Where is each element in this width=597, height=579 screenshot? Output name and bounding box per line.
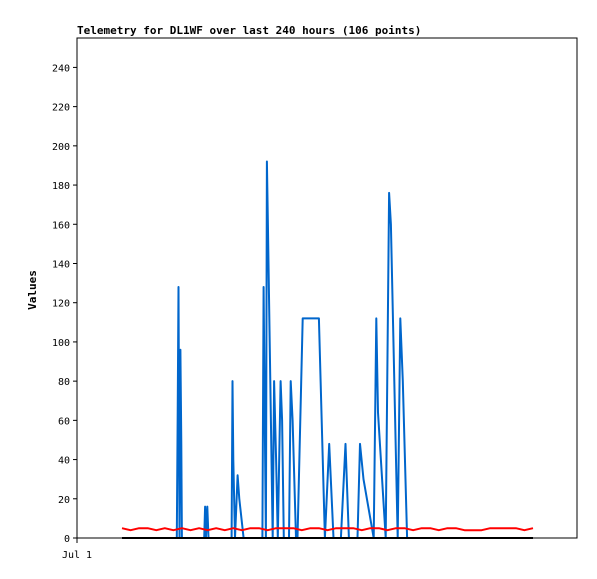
y-tick-label: 240 [52,63,70,74]
chart-title: Telemetry for DL1WF over last 240 hours … [77,24,422,37]
y-tick-label: 80 [58,377,70,388]
y-tick-label: 180 [52,181,70,192]
series-layer [121,160,534,539]
y-tick-label: 20 [58,495,70,506]
y-tick-label: 200 [52,142,70,153]
y-axis-title: Values [26,270,39,310]
y-tick-label: 40 [58,456,70,467]
series-line-1 [175,160,448,539]
y-axis: 0 20 40 60 80 100 120 140 160 180 200 220 240 [52,63,77,545]
y-tick-label: 100 [52,338,70,349]
y-tick-label: 60 [58,416,70,427]
y-tick-label: 160 [52,220,70,231]
plot-frame [76,37,578,539]
y-tick-label: 140 [52,259,70,270]
y-tick-label: 0 [64,534,70,545]
y-tick-label: 120 [52,299,70,310]
y-tick-label: 220 [52,103,70,114]
x-tick-label: Jul 1 [62,550,92,561]
series-line-2 [121,527,534,532]
x-axis: Jul 1 [62,538,92,561]
